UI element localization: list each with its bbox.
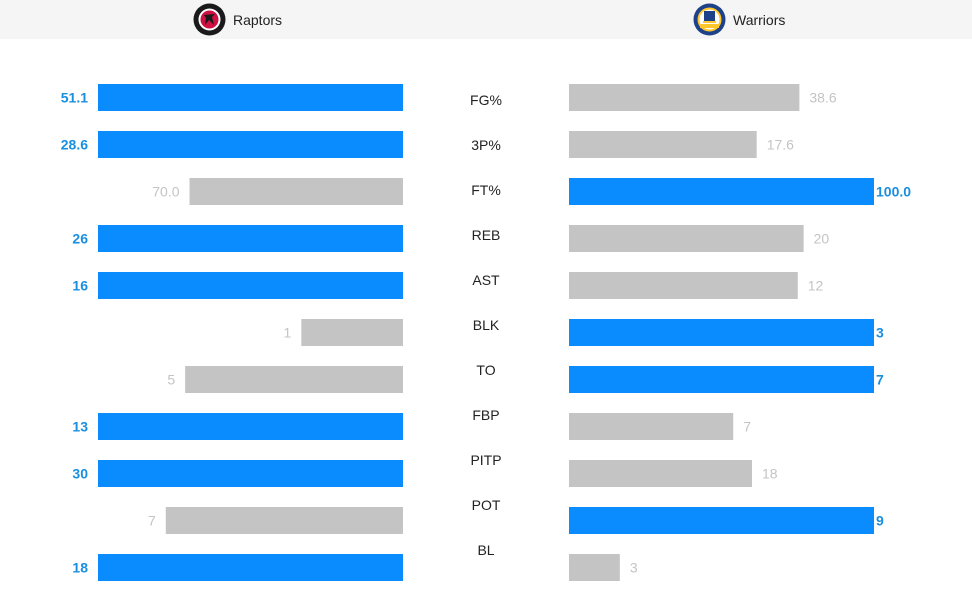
team-name-raptors: Raptors	[233, 11, 283, 28]
raptors-value-ast: 16	[72, 278, 88, 294]
raptors-value-reb: 26	[72, 231, 88, 247]
raptors-value-3p: 28.6	[61, 137, 88, 153]
stat-label-fg: FG%	[470, 92, 502, 108]
raptors-value-pot: 7	[148, 513, 156, 529]
raptors-bar-ast	[98, 272, 403, 299]
team-name-warriors: Warriors	[733, 11, 786, 28]
warriors-value-pitp: 18	[762, 466, 778, 482]
raptors-bar-to	[185, 366, 403, 393]
warriors-value-ast: 12	[808, 278, 824, 294]
raptors-bar-fbp	[98, 413, 403, 440]
warriors-value-3p: 17.6	[767, 137, 794, 153]
raptors-value-fg: 51.1	[61, 90, 88, 106]
stat-label-reb: REB	[472, 227, 501, 243]
warriors-bar-fg	[569, 84, 800, 111]
warriors-value-blk: 3	[876, 325, 884, 341]
raptors-value-bl: 18	[72, 560, 88, 576]
warriors-bar-fbp	[569, 413, 734, 440]
warriors-value-to: 7	[876, 372, 884, 388]
stat-label-to: TO	[476, 362, 495, 378]
warriors-value-reb: 20	[814, 231, 830, 247]
warriors-bar-3p	[569, 131, 757, 158]
stat-label-ast: AST	[472, 272, 500, 288]
raptors-value-ft: 70.0	[152, 184, 179, 200]
warriors-bar-pot	[569, 507, 874, 534]
raptors-bar-fg	[98, 84, 403, 111]
warriors-bar-ast	[569, 272, 798, 299]
warriors-value-bl: 3	[630, 560, 638, 576]
warriors-bar-reb	[569, 225, 804, 252]
warriors-bar-to	[569, 366, 874, 393]
raptors-bar-bl	[98, 554, 403, 581]
raptors-value-fbp: 13	[72, 419, 88, 435]
warriors-value-pot: 9	[876, 513, 884, 529]
raptors-value-to: 5	[167, 372, 175, 388]
raptors-bar-pot	[165, 507, 403, 534]
warriors-value-fg: 38.6	[809, 90, 836, 106]
warriors-bar-bl	[569, 554, 620, 581]
warriors-logo-icon	[693, 3, 726, 36]
matchup-header: Raptors Warriors	[0, 0, 972, 39]
raptors-bar-reb	[98, 225, 403, 252]
raptors-bar-blk	[301, 319, 403, 346]
warriors-bar-pitp	[569, 460, 752, 487]
raptors-value-pitp: 30	[72, 466, 88, 482]
stat-label-bl: BL	[477, 542, 494, 558]
stat-label-ft: FT%	[471, 182, 501, 198]
warriors-value-fbp: 7	[743, 419, 751, 435]
stat-label-pot: POT	[472, 497, 501, 513]
raptors-bar-3p	[98, 131, 403, 158]
raptors-bar-ft	[189, 178, 403, 205]
team-warriors: Warriors	[693, 0, 785, 39]
raptors-logo-icon	[193, 3, 226, 36]
warriors-bar-blk	[569, 319, 874, 346]
stat-label-pitp: PITP	[470, 452, 501, 468]
stat-label-3p: 3P%	[471, 137, 501, 153]
stat-label-fbp: FBP	[472, 407, 499, 423]
warriors-value-ft: 100.0	[876, 184, 911, 200]
team-raptors: Raptors	[193, 0, 282, 39]
raptors-value-blk: 1	[284, 325, 292, 341]
stat-label-blk: BLK	[473, 317, 500, 333]
raptors-bar-pitp	[98, 460, 403, 487]
warriors-bar-ft	[569, 178, 874, 205]
